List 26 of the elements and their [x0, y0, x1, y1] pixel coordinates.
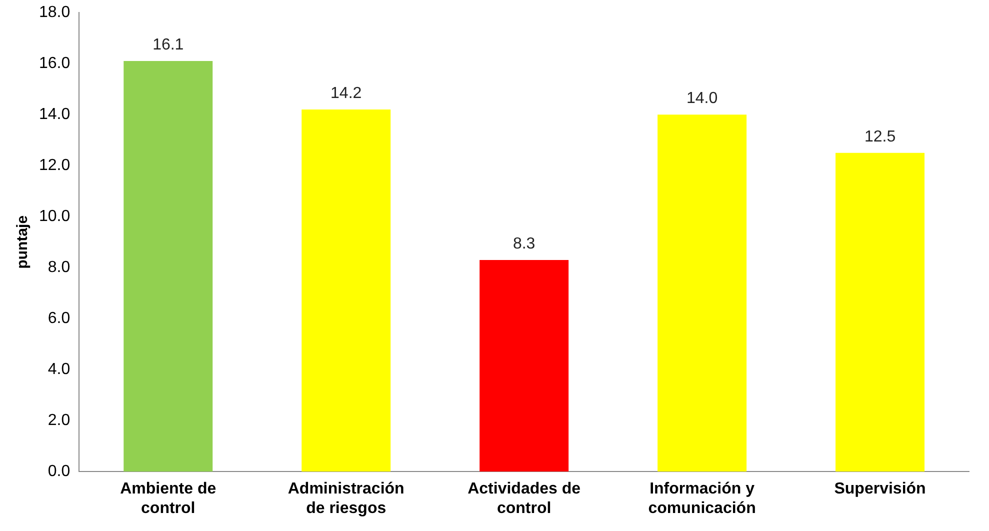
- y-tick-label: 12.0: [39, 157, 70, 174]
- y-tick-label: 16.0: [39, 55, 70, 72]
- bar: [658, 114, 747, 472]
- y-tick-label: 14.0: [39, 106, 70, 124]
- data-label: 12.5: [864, 128, 896, 146]
- y-tick-label: 2.0: [48, 412, 70, 430]
- x-tick-label: Actividades de control: [468, 480, 581, 517]
- x-tick-label: Supervisión: [834, 480, 926, 498]
- data-label: 16.1: [152, 36, 184, 54]
- y-tick-label: 4.0: [48, 361, 70, 378]
- data-label: 14.0: [686, 90, 718, 108]
- data-label: 14.2: [330, 84, 362, 102]
- x-tick-label: Información y comunicación: [648, 480, 756, 517]
- y-tick-label: 6.0: [48, 310, 70, 328]
- y-tick-label: 10.0: [39, 208, 70, 226]
- bar: [836, 152, 925, 472]
- x-tick-label: Ambiente de control: [120, 480, 216, 517]
- bar: [480, 260, 569, 472]
- y-tick-label: 0.0: [48, 463, 70, 480]
- data-label: 8.3: [512, 235, 536, 252]
- y-tick-label: 18.0: [39, 4, 70, 22]
- bar: [302, 110, 391, 472]
- x-tick-label: Administración de riesgos: [288, 480, 404, 517]
- y-axis-title: puntaje: [14, 215, 32, 269]
- bar: [124, 61, 213, 472]
- y-tick-label: 8.0: [48, 259, 70, 276]
